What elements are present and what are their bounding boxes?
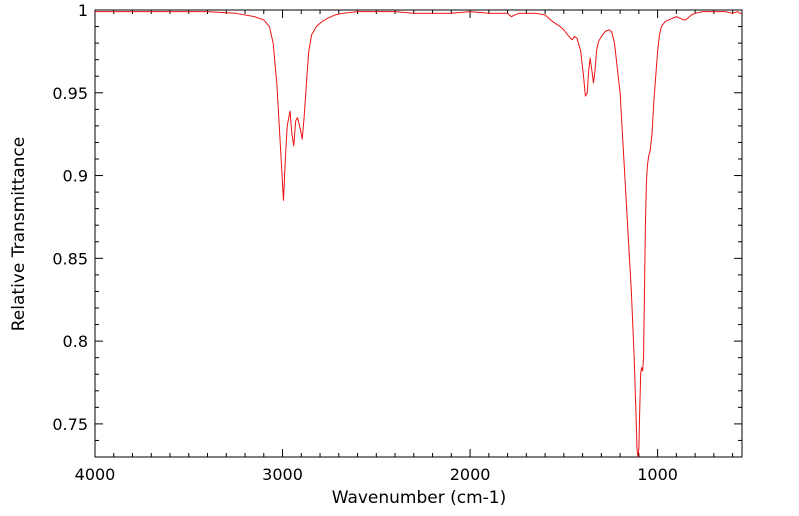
x-axis-title: Wavenumber (cm-1): [332, 488, 507, 508]
x-tick-label: 1000: [637, 465, 678, 484]
y-tick-label: 0.75: [52, 415, 88, 434]
y-axis-title: Relative Transmittance: [9, 137, 29, 332]
x-tick-labels: 4000 3000 2000 1000: [75, 465, 678, 484]
x-tick-label: 4000: [75, 465, 116, 484]
x-tick-label: 2000: [450, 465, 491, 484]
y-tick-label: 0.95: [52, 84, 88, 103]
y-tick-labels: 0.75 0.8 0.85 0.9 0.95 1: [52, 1, 88, 434]
y-tick-label: 0.8: [63, 332, 88, 351]
y-tick-label: 0.85: [52, 249, 88, 268]
minor-ticks: [95, 10, 742, 458]
spectrum-line: [95, 11, 742, 458]
plot-frame: [94, 9, 743, 458]
x-tick-label: 3000: [262, 465, 303, 484]
y-tick-label: 1: [78, 1, 88, 20]
y-tick-label: 0.9: [63, 167, 88, 186]
